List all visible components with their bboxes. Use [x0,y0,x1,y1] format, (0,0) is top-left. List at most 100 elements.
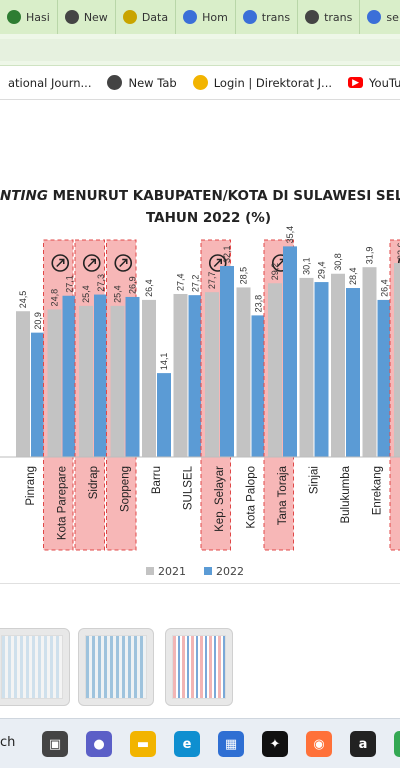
browser-tab-label: Data [141,10,169,24]
browser-tab-label: Hom [202,10,228,24]
pencil-logo-icon [192,75,208,90]
data-label: 32,1 [222,245,232,263]
store-icon[interactable]: ▦ [218,731,244,757]
data-label: 23,8 [254,295,264,313]
search-q-icon [122,10,137,24]
browser-tab[interactable]: Hasi [0,0,58,34]
category-label: Tana Toraja [277,465,289,525]
bar-2021 [47,309,62,457]
bookmark-label: ational Journ... [8,75,92,90]
taskbar-search-text[interactable]: ch [0,735,16,750]
data-label: 30,8 [333,253,343,271]
bar-2022 [283,246,297,457]
window-thumbnail-1[interactable] [0,628,70,706]
chrome-icon[interactable]: ◎ [394,731,400,757]
bar-2021 [394,263,400,457]
bar-chart: 24,5 20,9 Pinrang 24,8 27,1 Kota Parepare 25,4… [0,226,400,551]
amazon-icon[interactable]: a [350,731,376,757]
file-explorer-icon[interactable]: ▬ [130,731,156,757]
data-label: 35,4 [285,226,295,244]
arrow-up-right-icon [208,254,227,272]
bar-2022 [188,295,203,457]
category-label: Pinrang [25,466,37,506]
bar-2021 [173,293,188,457]
bar-2022 [125,296,140,457]
c-logo-icon [183,10,198,24]
window-thumbnail-3[interactable] [165,628,233,706]
bar-2022 [220,266,234,457]
data-label: 27,4 [176,273,186,291]
thumbnail-strip [0,618,400,716]
edge-icon[interactable]: e [174,731,200,757]
browser-tab[interactable]: Data [116,0,177,34]
category-label: Bulukumba [340,465,352,523]
bookmark-label: Login | Direktorat J... [213,75,333,90]
bar-2022 [377,299,392,457]
bookmark-item[interactable]: New Tab [99,75,184,90]
youtube-icon: ▶ [348,77,364,88]
data-label: 20,9 [33,312,43,330]
data-label: 25,4 [81,285,91,303]
data-label: 27,7 [207,272,217,290]
data-label: 24,5 [18,291,28,309]
bookmark-item[interactable]: Login | Direktorat J... [185,75,340,90]
globe-icon [107,75,123,90]
browser-tab[interactable]: Hom [176,0,236,34]
arrow-up-right-icon [397,257,400,269]
data-label: 27,2 [191,275,201,293]
bar-2021 [16,311,30,457]
bar-2021 [331,273,345,457]
browser-tab[interactable]: se [360,0,400,34]
category-label: Kep. Selayar [214,466,226,532]
data-label: 25,4 [113,285,123,303]
globe-icon [305,10,320,24]
arrow-up-right-glyph [119,258,128,268]
category-label: Enrekang [372,466,384,515]
bar-2022 [94,294,108,457]
data-label: 27,3 [96,274,106,292]
data-label: 31,9 [365,247,375,265]
data-label: 27,1 [65,275,75,293]
arrow-up-right-glyph [56,258,65,268]
browser-tab-label: se [386,10,399,24]
category-label: Kota Palopo [246,466,258,529]
window-thumbnail-2[interactable] [78,628,154,706]
category-label: Sinjai [309,466,321,494]
content-divider [0,583,400,584]
browser-tab-label: New [83,10,108,24]
data-label: 30,1 [302,257,312,275]
browser-tab-label: trans [324,10,353,24]
data-label: 29,2 [270,263,280,281]
meet-icon[interactable]: ● [86,731,112,757]
browser-tab[interactable]: trans [298,0,361,34]
legend-swatch-2022 [204,567,212,575]
task-view-icon[interactable]: ▣ [42,731,68,757]
bar-2021 [79,305,93,457]
browser-tab[interactable]: New [58,0,116,34]
bookmark-item[interactable]: ▶ YouTube [340,76,400,90]
legend-swatch-2021 [146,567,154,575]
firefox-icon[interactable]: ◉ [306,731,332,757]
address-bar-row [0,34,400,66]
data-label: 14,1 [159,353,169,371]
dropbox-icon[interactable]: ✦ [262,731,288,757]
data-label: 29,4 [317,262,327,280]
bar-2022 [251,315,266,457]
chart-title-main: MENURUT KABUPATEN/KOTA DI SULAWESI SELAT… [52,188,400,204]
bar-2021 [236,287,251,457]
data-label: 26,4 [380,279,390,297]
data-label: 32,6 [396,242,400,260]
arrow-up-right-glyph [213,258,222,268]
taskbar: ch ▣ ● ▬ e ▦ ✦ ◉ a ◎ [0,718,400,768]
category-label: SULSEL [183,465,195,510]
browser-tab[interactable]: trans [236,0,299,34]
chart-legend: 2021 2022 [146,565,244,578]
category-label: Kota Parepare [57,466,69,540]
bookmark-label: YouTube [369,75,400,90]
legend-label-2022: 2022 [216,565,244,578]
data-label: 26,9 [128,276,138,294]
address-bar[interactable] [0,39,400,61]
category-label: Soppeng [120,466,132,512]
category-label: Sidrap [88,466,100,499]
bookmark-item[interactable]: ational Journ... [0,76,99,90]
